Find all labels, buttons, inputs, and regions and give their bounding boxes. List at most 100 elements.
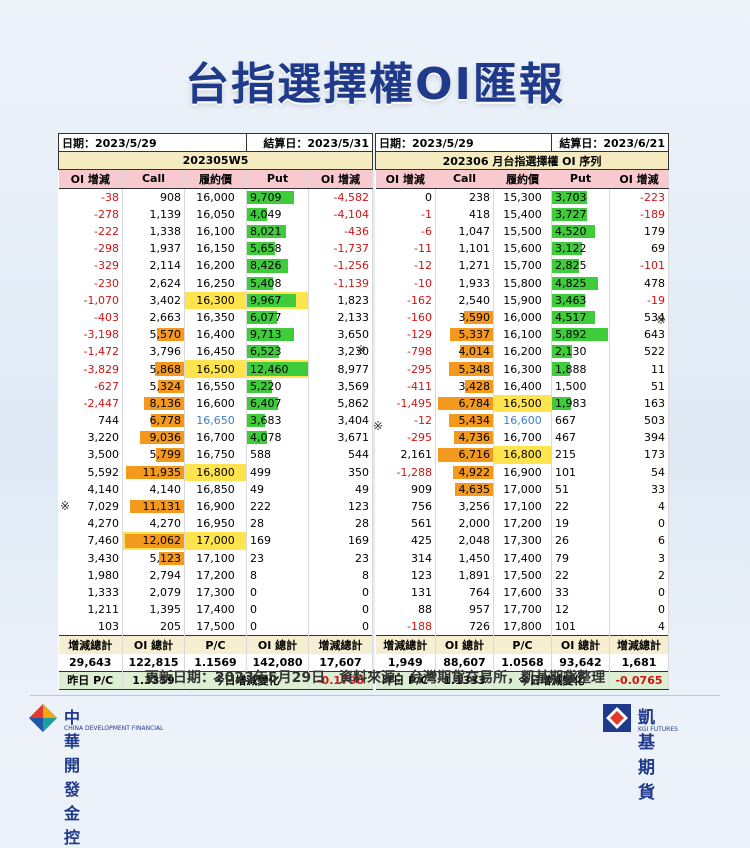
reference-mark: ※: [656, 313, 667, 327]
put-oi-cell: 12,460: [246, 360, 309, 378]
put-oi-cell: 9,713: [246, 326, 309, 344]
strike-price: 16,700: [493, 429, 552, 447]
call-oi-change: -222: [58, 222, 123, 241]
change-value: -0.0765: [609, 670, 669, 691]
put-oi-cell: 8: [246, 566, 309, 584]
table-row: 561 2,000 17,200 19 0: [375, 515, 669, 533]
call-oi-cell: 957: [435, 601, 494, 619]
call-oi-value: 957: [469, 603, 490, 617]
call-oi-change: 123: [375, 566, 436, 584]
put-oi-change: 478: [609, 274, 669, 292]
call-oi-change: -160: [375, 308, 436, 327]
put-oi-cell: 4,520: [551, 222, 610, 241]
put-oi-value: 1,983: [555, 396, 587, 410]
strike-price: 16,900: [184, 497, 247, 516]
footer-source: 更新日期：2023年5月29日 資料來源：台灣期貨交易所，凱基期貨整理: [144, 670, 606, 686]
strike-price: 17,600: [493, 583, 552, 602]
put-oi-value: 1,888: [555, 362, 587, 376]
put-oi-value: 4,825: [555, 276, 587, 290]
call-oi-bar: [156, 328, 184, 342]
call-oi-change: 3,430: [58, 549, 123, 567]
weekly-oi-table: 日期：2023/5/29 結算日：2023/5/31 202305W5 OI 增…: [58, 132, 373, 691]
put-oi-value: 33: [555, 585, 569, 599]
put-oi-cell: 22: [551, 566, 610, 584]
strike-price: 16,900: [493, 463, 552, 481]
put-oi-change: 8: [308, 566, 373, 584]
put-oi-cell: 0: [246, 583, 309, 602]
sum-value: 29,643: [58, 653, 123, 672]
put-oi-cell: 499: [246, 463, 309, 481]
call-oi-change: 2,161: [375, 446, 436, 464]
put-oi-value: 4,520: [555, 225, 587, 239]
put-oi-bar: [552, 328, 608, 342]
put-oi-value: 101: [555, 465, 576, 479]
put-oi-value: 0: [250, 603, 257, 617]
change-label: 今日增減變化: [493, 670, 610, 691]
put-oi-cell: 1,983: [551, 394, 610, 412]
monthly-oi-table: 日期：2023/5/29 結算日：2023/6/21 202306 月台指選擇權…: [375, 132, 669, 691]
put-oi-value: 3,683: [250, 414, 282, 428]
call-oi-change: -162: [375, 291, 436, 309]
put-oi-value: 5,220: [250, 379, 282, 393]
put-oi-bar: [552, 190, 588, 204]
table-row: -278 1,139 16,050 4,049 -4,104: [58, 205, 373, 223]
sum-header: OI 總計: [551, 635, 610, 654]
call-oi-cell: 1,450: [435, 549, 494, 567]
put-oi-value: 12: [555, 603, 569, 617]
put-oi-change: 0: [308, 618, 373, 636]
call-oi-cell: 6,778: [122, 412, 185, 430]
put-oi-value: 28: [250, 517, 264, 531]
strike-price: 17,100: [184, 549, 247, 567]
put-oi-change: -4,582: [308, 188, 373, 206]
call-oi-value: 2,663: [149, 310, 182, 324]
table-row: 3,500 5,799 16,750 588 544: [58, 446, 373, 464]
call-oi-change: 5,592: [58, 463, 123, 481]
sum-value: 1,949: [375, 653, 436, 672]
call-oi-change: -295: [375, 360, 436, 378]
put-oi-cell: 6,407: [246, 394, 309, 412]
call-oi-cell: 5,434: [435, 412, 494, 430]
put-oi-value: 79: [555, 551, 569, 565]
call-oi-cell: 5,799: [122, 446, 185, 464]
call-oi-value: 2,114: [149, 259, 182, 273]
call-oi-cell: 1,937: [122, 240, 185, 258]
put-oi-bar: [247, 414, 265, 428]
call-oi-change: -1,070: [58, 291, 123, 309]
put-oi-value: 26: [555, 534, 569, 548]
put-oi-cell: 667: [551, 412, 610, 430]
put-oi-bar: [247, 224, 287, 239]
strike-price: 17,500: [184, 618, 247, 636]
reference-mark: ※: [356, 343, 367, 357]
put-oi-change: 350: [308, 463, 373, 481]
strike-price: 17,800: [493, 618, 552, 636]
put-oi-value: 3,727: [555, 207, 587, 221]
put-oi-cell: 26: [551, 532, 610, 550]
call-oi-change: -12: [375, 257, 436, 275]
call-oi-value: 6,716: [458, 448, 491, 462]
put-oi-bar: [247, 276, 274, 290]
call-oi-cell: 6,784: [435, 394, 494, 412]
strike-price: 15,300: [493, 188, 552, 206]
call-oi-value: 5,799: [149, 448, 182, 462]
put-oi-change: 23: [308, 549, 373, 567]
kgi-logo: 凱基期貨 KGI FUTURES: [602, 703, 678, 803]
put-oi-value: 5,892: [555, 328, 587, 342]
call-oi-cell: 2,794: [122, 566, 185, 584]
call-oi-bar: [159, 551, 184, 565]
put-oi-cell: 23: [246, 549, 309, 567]
col-header: Put: [551, 169, 610, 189]
call-oi-change: -295: [375, 429, 436, 447]
put-oi-cell: 467: [551, 429, 610, 447]
put-oi-value: 9,967: [250, 293, 282, 307]
put-oi-value: 588: [250, 448, 271, 462]
call-oi-change: -2,447: [58, 394, 123, 412]
put-oi-bar: [552, 276, 598, 290]
put-oi-cell: 5,408: [246, 274, 309, 292]
call-oi-value: 3,256: [458, 500, 491, 514]
put-oi-cell: 8,021: [246, 222, 309, 241]
call-oi-cell: 2,540: [435, 291, 494, 309]
call-oi-cell: 1,395: [122, 601, 185, 619]
strike-price: 16,200: [184, 257, 247, 275]
strike-price: 17,100: [493, 497, 552, 516]
put-oi-value: 4,078: [250, 431, 282, 445]
